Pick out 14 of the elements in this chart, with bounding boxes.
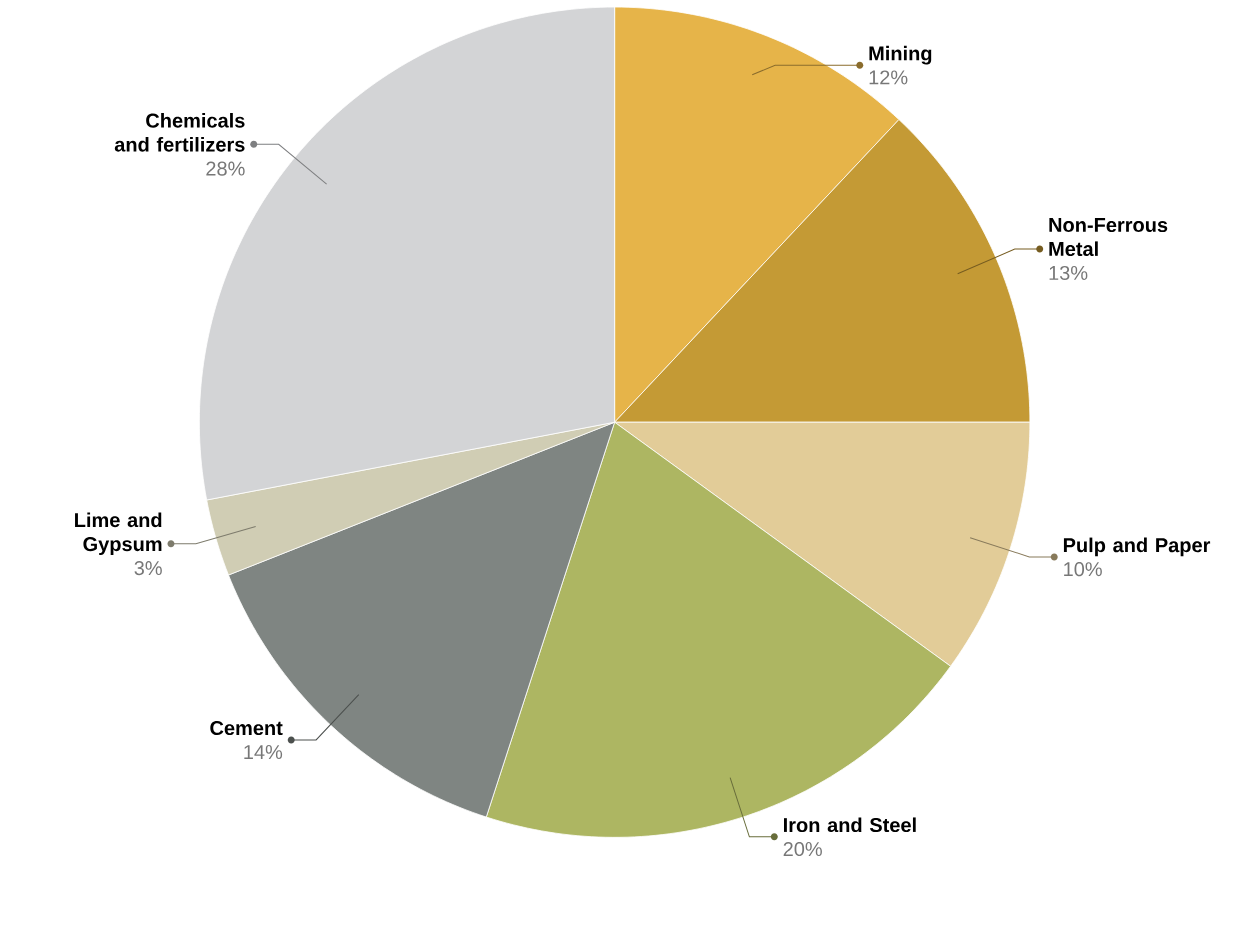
data-label: 3% — [134, 560, 162, 576]
data-label: 14% — [244, 745, 283, 759]
slice-label: Cement — [210, 720, 283, 736]
slice-label: Pulp and Paper — [1063, 537, 1211, 557]
slice-label: Lime and Gypsum — [75, 512, 162, 556]
slice-label: Mining — [869, 45, 932, 65]
data-label: 28% — [206, 161, 245, 176]
slice-label: Non-Ferrous Metal — [1049, 218, 1168, 257]
data-label: 12% — [869, 70, 908, 85]
data-label: 10% — [1064, 562, 1102, 577]
slice-label: Iron and Steel — [783, 817, 916, 833]
data-label: 20% — [783, 841, 822, 857]
data-label: 13% — [1049, 265, 1088, 281]
slice-label: Chemicals and fertilizers — [114, 113, 245, 152]
